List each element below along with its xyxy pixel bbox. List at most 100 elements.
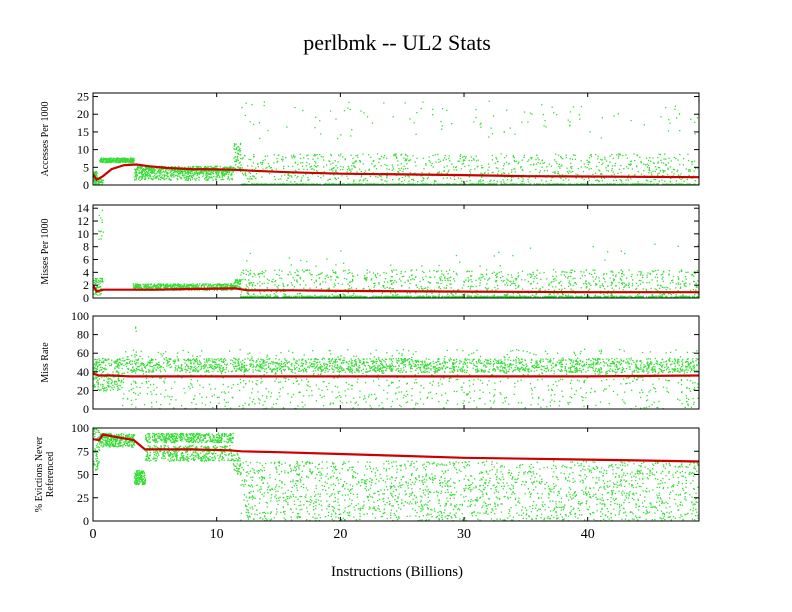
- sample-point: [551, 106, 553, 108]
- sample-point: [95, 287, 98, 289]
- sample-point: [202, 283, 204, 286]
- sample-point: [443, 166, 445, 168]
- sample-point: [100, 281, 103, 283]
- sample-point: [615, 179, 617, 181]
- sample-point: [101, 158, 103, 161]
- sample-point: [163, 179, 165, 181]
- sample-point: [407, 175, 409, 177]
- sample-point: [380, 155, 383, 158]
- sample-point: [133, 176, 136, 178]
- sample-point: [440, 120, 442, 123]
- sample-point: [571, 170, 574, 173]
- sample-point: [100, 158, 102, 161]
- sample-point: [130, 158, 133, 160]
- sample-point: [200, 172, 202, 174]
- sample-point: [238, 146, 240, 148]
- sample-point: [221, 178, 224, 180]
- sample-point: [310, 183, 312, 185]
- sample-point: [206, 174, 209, 176]
- sample-point: [274, 183, 276, 185]
- sample-point: [657, 156, 659, 159]
- sample-point: [462, 156, 464, 158]
- sample-point: [173, 284, 175, 287]
- sample-point: [229, 167, 231, 169]
- sample-point: [274, 178, 276, 181]
- sample-point: [147, 175, 150, 177]
- sample-point: [98, 181, 101, 183]
- sample-point: [468, 176, 471, 178]
- sample-point: [207, 283, 209, 285]
- sample-point: [432, 108, 434, 111]
- sample-point: [481, 173, 483, 175]
- sample-point: [168, 178, 170, 181]
- sample-point: [119, 158, 122, 160]
- sample-point: [520, 166, 522, 168]
- sample-point: [627, 183, 629, 185]
- sample-point: [588, 179, 590, 181]
- sample-point: [118, 161, 120, 164]
- sample-point: [522, 169, 524, 171]
- sample-point: [360, 183, 362, 185]
- sample-point: [103, 159, 105, 161]
- sample-point: [543, 125, 545, 127]
- sample-point: [233, 145, 235, 147]
- sample-point: [686, 178, 688, 181]
- y-tick-label: 5: [83, 160, 89, 174]
- sample-point: [192, 284, 195, 286]
- sample-point: [306, 155, 308, 157]
- sample-point: [282, 156, 284, 158]
- sample-point: [662, 174, 664, 177]
- sample-point: [268, 295, 270, 297]
- sample-point: [261, 163, 263, 165]
- sample-point: [157, 175, 159, 177]
- sample-point: [398, 168, 400, 170]
- sample-point: [242, 157, 244, 159]
- sample-point: [235, 164, 237, 166]
- sample-point: [123, 161, 125, 163]
- sample-point: [554, 171, 556, 173]
- sample-point: [496, 180, 498, 183]
- sample-point: [259, 137, 261, 140]
- sample-point: [94, 179, 96, 182]
- sample-point: [642, 183, 645, 185]
- sample-point: [325, 295, 327, 297]
- sample-point: [679, 154, 681, 156]
- sample-point: [171, 174, 173, 176]
- sample-point: [667, 130, 670, 132]
- sample-point: [428, 156, 430, 158]
- sample-point: [487, 172, 489, 174]
- sample-point: [239, 167, 242, 169]
- sample-point: [211, 286, 213, 288]
- sample-point: [468, 159, 470, 162]
- sample-point: [190, 169, 192, 171]
- sample-point: [217, 171, 219, 173]
- sample-point: [685, 168, 687, 170]
- sample-point: [419, 175, 422, 177]
- sample-point: [114, 160, 116, 162]
- sample-point: [380, 165, 382, 167]
- sample-point: [97, 294, 99, 296]
- sample-point: [496, 158, 498, 160]
- sample-point: [100, 158, 102, 160]
- sample-point: [502, 179, 504, 181]
- sample-point: [227, 167, 229, 169]
- sample-point: [156, 284, 158, 286]
- sample-point: [520, 183, 523, 185]
- sample-point: [619, 179, 621, 181]
- sample-point: [576, 183, 578, 185]
- sample-point: [375, 176, 377, 178]
- sample-point: [315, 116, 317, 118]
- sample-point: [437, 183, 439, 185]
- sample-point: [527, 181, 530, 183]
- sample-point: [363, 178, 365, 180]
- sample-point: [165, 174, 167, 177]
- sample-point: [335, 118, 337, 120]
- sample-point: [592, 173, 594, 175]
- sample-point: [96, 172, 98, 174]
- sample-point: [145, 173, 147, 175]
- sample-point: [332, 170, 334, 172]
- sample-point: [219, 286, 221, 288]
- average-line-1: [93, 163, 699, 182]
- sample-point: [299, 296, 301, 298]
- sample-point: [679, 175, 681, 177]
